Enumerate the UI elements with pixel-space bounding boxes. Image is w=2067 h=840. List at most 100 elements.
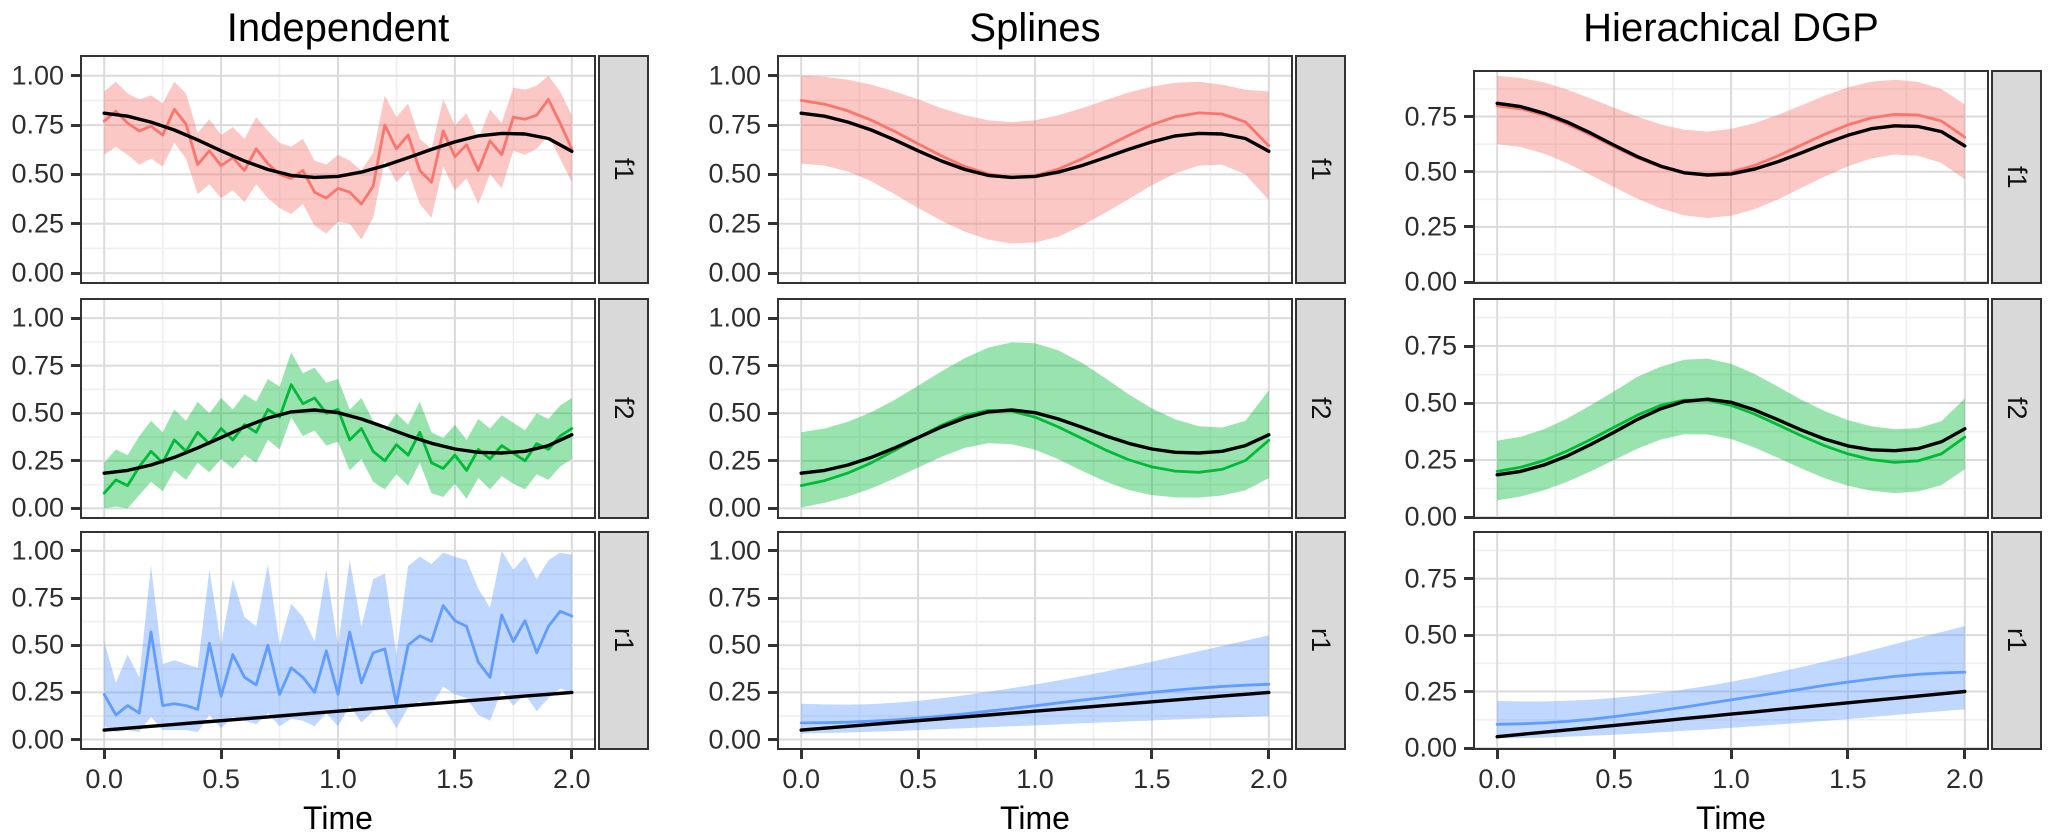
y-axis-tick <box>768 316 777 320</box>
y-axis-tick-label: 0.50 <box>11 158 64 189</box>
x-axis-tick <box>1150 750 1154 759</box>
x-axis-tick-label: 0.0 <box>782 764 820 794</box>
x-axis-title: Time <box>303 800 373 836</box>
x-axis-tick-label: 1.5 <box>436 764 474 794</box>
true-curve-f2 <box>799 408 1271 475</box>
estimate-line-f1 <box>1495 104 1967 177</box>
y-axis-tick-label: 0.00 <box>708 257 761 288</box>
y-axis-tick <box>71 74 80 78</box>
x-axis-tick <box>336 750 340 759</box>
x-axis-tick-label: 2.0 <box>1250 764 1288 794</box>
credible-ribbon-f2 <box>104 352 572 509</box>
y-axis-tick-label: 0.75 <box>708 582 761 613</box>
y-axis-tick <box>71 643 80 647</box>
credible-ribbon-f1 <box>1497 75 1965 218</box>
y-axis-tick <box>71 222 80 226</box>
y-axis-tick <box>71 459 80 463</box>
x-axis-tick <box>916 750 920 759</box>
true-curve-f2 <box>102 408 574 475</box>
credible-ribbon-f1 <box>104 75 572 240</box>
y-axis-tick-label: 0.50 <box>11 397 64 428</box>
y-axis-tick-label: 0.50 <box>1404 387 1457 418</box>
facet-strip-label: r1 <box>1306 628 1336 653</box>
y-axis-tick-label: 1.00 <box>708 60 761 91</box>
y-axis-tick <box>768 123 777 127</box>
x-axis-tick <box>1612 750 1616 759</box>
y-axis-tick-label: 0.25 <box>1404 676 1457 707</box>
y-axis-tick-label: 0.75 <box>11 109 64 140</box>
y-axis-tick <box>71 316 80 320</box>
y-axis-tick-label: 0.50 <box>1404 156 1457 187</box>
true-curve-r1 <box>799 690 1271 732</box>
facet-strip-r1: r1 <box>1991 531 2042 750</box>
y-axis-tick <box>768 596 777 600</box>
y-axis-tick-label: 0.75 <box>708 109 761 140</box>
estimate-line-r1 <box>1495 670 1967 726</box>
facet-strip-label: f2 <box>2002 397 2032 420</box>
y-axis-tick <box>768 172 777 176</box>
facet-strip-f2: f2 <box>598 298 649 519</box>
y-axis-tick <box>71 690 80 694</box>
x-axis-tick-label: 1.5 <box>1829 764 1867 794</box>
credible-ribbon-r1 <box>104 550 572 732</box>
facet-strip-f1: f1 <box>1991 70 2042 284</box>
y-axis-tick-label: 0.75 <box>708 350 761 381</box>
credible-ribbon-r1 <box>801 635 1269 734</box>
panel-independent-r1 <box>80 531 596 750</box>
facet-strip-label: f1 <box>609 158 639 181</box>
facet-strip-label: r1 <box>609 628 639 653</box>
y-axis-tick-label: 0.00 <box>1404 501 1457 532</box>
x-axis-tick-label: 1.5 <box>1133 764 1171 794</box>
y-axis-tick-label: 0.50 <box>708 158 761 189</box>
y-axis-tick-label: 0.25 <box>11 676 64 707</box>
panel-independent-f2 <box>80 298 596 519</box>
y-axis-tick <box>768 459 777 463</box>
y-axis-tick-label: 0.25 <box>708 445 761 476</box>
facet-strip-f2: f2 <box>1991 298 2042 519</box>
y-axis-tick-label: 0.75 <box>1404 563 1457 594</box>
x-axis-tick <box>1729 750 1733 759</box>
y-axis-tick <box>1464 344 1473 348</box>
y-axis-tick <box>1464 225 1473 229</box>
panel-hierachical-dgp-r1 <box>1473 531 1989 750</box>
y-axis-tick <box>768 364 777 368</box>
facet-strip-label: f2 <box>1306 397 1336 420</box>
x-axis-tick-label: 2.0 <box>553 764 591 794</box>
y-axis-tick-label: 1.00 <box>708 302 761 333</box>
y-axis-tick-label: 0.25 <box>11 445 64 476</box>
column-title-hierachical-dgp: Hierachical DGP <box>1583 6 1879 50</box>
y-axis-tick <box>768 222 777 226</box>
y-axis-tick-label: 1.00 <box>11 60 64 91</box>
facet-strip-r1: r1 <box>598 531 649 750</box>
y-axis-tick-label: 0.50 <box>708 629 761 660</box>
true-curve-f1 <box>1495 101 1967 177</box>
panel-hierachical-dgp-f1 <box>1473 70 1989 284</box>
y-axis-tick <box>768 549 777 553</box>
y-axis-tick-label: 0.00 <box>708 724 761 754</box>
y-axis-tick-label: 0.25 <box>1404 211 1457 242</box>
y-axis-tick <box>71 271 80 275</box>
x-axis-tick-label: 0.5 <box>899 764 937 794</box>
x-axis-tick <box>1846 750 1850 759</box>
x-axis-tick <box>219 750 223 759</box>
y-axis-tick <box>1464 746 1473 750</box>
x-axis-tick <box>570 750 574 759</box>
y-axis-tick <box>1464 515 1473 519</box>
credible-ribbon-r1 <box>1497 626 1965 739</box>
column-title-independent: Independent <box>226 6 450 50</box>
estimate-line-r1 <box>102 604 574 717</box>
y-axis-tick <box>1464 115 1473 119</box>
panel-splines-r1 <box>777 531 1293 750</box>
x-axis-tick <box>102 750 106 759</box>
y-axis-tick-label: 0.25 <box>708 676 761 707</box>
y-axis-tick <box>1464 577 1473 581</box>
y-axis-tick <box>71 172 80 176</box>
y-axis-tick <box>1464 170 1473 174</box>
panel-hierachical-dgp-f2 <box>1473 298 1989 519</box>
x-axis-tick <box>1963 750 1967 759</box>
x-axis-title: Time <box>1696 800 1766 836</box>
estimate-line-f2 <box>799 409 1271 488</box>
y-axis-tick-label: 0.25 <box>708 208 761 239</box>
y-axis-tick <box>1464 458 1473 462</box>
